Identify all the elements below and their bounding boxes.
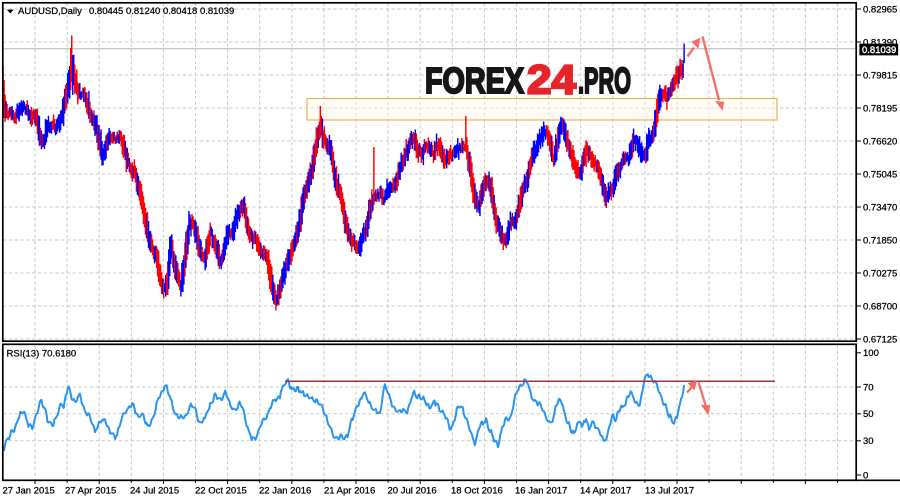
svg-text:22 Jan 2016: 22 Jan 2016 bbox=[259, 486, 311, 497]
svg-text:21 Apr 2016: 21 Apr 2016 bbox=[324, 486, 375, 497]
svg-text:24 Jul 2015: 24 Jul 2015 bbox=[130, 486, 179, 497]
svg-text:0.73470: 0.73470 bbox=[863, 202, 897, 213]
svg-text:27 Jan 2015: 27 Jan 2015 bbox=[3, 486, 55, 497]
svg-text:50: 50 bbox=[863, 409, 874, 420]
svg-text:.PRO: .PRO bbox=[578, 60, 631, 101]
svg-text:30: 30 bbox=[863, 436, 874, 447]
svg-text:70: 70 bbox=[863, 382, 874, 393]
svg-text:27 Apr 2015: 27 Apr 2015 bbox=[65, 486, 116, 497]
svg-text:0.68700: 0.68700 bbox=[863, 301, 897, 312]
svg-text:0.82965: 0.82965 bbox=[863, 4, 897, 15]
svg-text:0.79815: 0.79815 bbox=[863, 70, 897, 81]
svg-text:0.81039: 0.81039 bbox=[862, 45, 896, 56]
svg-text:14 Apr 2017: 14 Apr 2017 bbox=[580, 486, 631, 497]
svg-text:0.70275: 0.70275 bbox=[863, 268, 897, 279]
svg-text:20 Jul 2016: 20 Jul 2016 bbox=[388, 486, 437, 497]
svg-text:18 Oct 2016: 18 Oct 2016 bbox=[451, 486, 503, 497]
svg-text:13 Jul 2017: 13 Jul 2017 bbox=[645, 486, 694, 497]
svg-text:FOREX: FOREX bbox=[425, 60, 524, 101]
svg-text:AUDUSD,Daily: AUDUSD,Daily bbox=[18, 6, 82, 17]
svg-text:0.81390: 0.81390 bbox=[863, 37, 897, 48]
svg-text:0.76620: 0.76620 bbox=[863, 136, 897, 147]
svg-text:0.80445 0.81240 0.80418 0.8103: 0.80445 0.81240 0.80418 0.81039 bbox=[89, 6, 234, 17]
svg-text:0.75045: 0.75045 bbox=[863, 169, 897, 180]
svg-text:RSI(13) 70.6180: RSI(13) 70.6180 bbox=[7, 349, 77, 360]
svg-text:0: 0 bbox=[863, 470, 868, 481]
svg-text:24: 24 bbox=[527, 57, 576, 103]
svg-text:22 Oct 2015: 22 Oct 2015 bbox=[195, 486, 247, 497]
svg-text:0.67125: 0.67125 bbox=[863, 334, 897, 345]
svg-text:0.78195: 0.78195 bbox=[863, 103, 897, 114]
svg-text:16 Jan 2017: 16 Jan 2017 bbox=[515, 486, 567, 497]
svg-text:0.71850: 0.71850 bbox=[863, 235, 897, 246]
svg-text:100: 100 bbox=[863, 348, 879, 359]
